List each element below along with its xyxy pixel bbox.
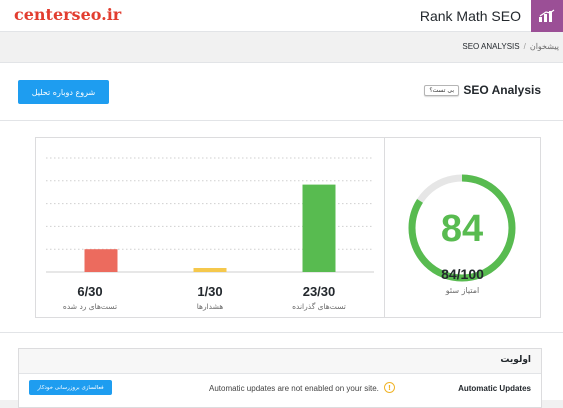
warnings-stat: 1/30 هشدارها: [165, 284, 255, 311]
breadcrumb-separator: /: [523, 42, 526, 51]
warnings-bar: [193, 268, 227, 272]
breadcrumb-current: SEO ANALYSIS: [462, 42, 520, 51]
rank-math-logo-icon[interactable]: [531, 0, 563, 32]
issue-message: Automatic updates are not enabled on you…: [209, 384, 379, 393]
priority-header: اولویت: [19, 349, 541, 374]
stats-divider: [384, 138, 385, 317]
passed-tests-stat: 23/30 تست‌های گذرانده: [274, 284, 364, 311]
seo-score-box: 84 84/100 امتیاز سئو: [385, 138, 540, 317]
failed-tests-bar: [84, 249, 118, 272]
breadcrumb-home[interactable]: پیشخوان: [529, 42, 559, 51]
beta-badge[interactable]: بی تست؟: [424, 85, 459, 96]
watermark: centerseo.ir: [14, 5, 122, 24]
top-bar: centerseo.ir Rank Math SEO: [0, 0, 563, 32]
warning-icon: !: [384, 382, 395, 393]
divider: [0, 332, 563, 333]
passed-tests-count: 23/30: [302, 284, 336, 299]
priority-section: اولویت Automatic Updates ! Automatic upd…: [18, 348, 542, 408]
warnings-label: هشدارها: [196, 302, 224, 311]
rank-math-logo-icon-graphic: [539, 9, 555, 22]
seo-score-label: امتیاز سئو: [445, 286, 480, 295]
issue-label: Automatic Updates: [458, 384, 531, 393]
enable-auto-updates-button[interactable]: فعالسازی بروزرسانی خودکار: [29, 380, 112, 395]
page-title: SEO Analysis: [463, 83, 541, 97]
failed-tests-label: تست‌های رد شده: [62, 302, 118, 311]
passed-tests-label: تست‌های گذرانده: [292, 302, 346, 311]
warnings-count: 1/30: [197, 284, 223, 299]
passed-tests-bar: [302, 184, 336, 272]
stats-card: 6/30 تست‌های رد شده 1/30 هشدارها 23/30 ت…: [35, 137, 541, 318]
gauge-progress-arc: [408, 174, 516, 282]
reanalyze-button[interactable]: شروع دوباره تحلیل: [18, 80, 109, 104]
seo-score-gauge: 84: [408, 174, 516, 282]
results-bar-chart: [46, 157, 374, 273]
seo-score-display: 84/100: [441, 266, 484, 282]
failed-tests-stat: 6/30 تست‌های رد شده: [45, 284, 135, 311]
failed-tests-count: 6/30: [77, 284, 103, 299]
gauge-score-value: 84: [441, 208, 483, 250]
divider: [0, 120, 563, 121]
priority-title: اولویت: [500, 355, 531, 365]
plugin-title: Rank Math SEO: [419, 8, 521, 24]
breadcrumb: پیشخوان/SEO ANALYSIS: [462, 42, 559, 51]
